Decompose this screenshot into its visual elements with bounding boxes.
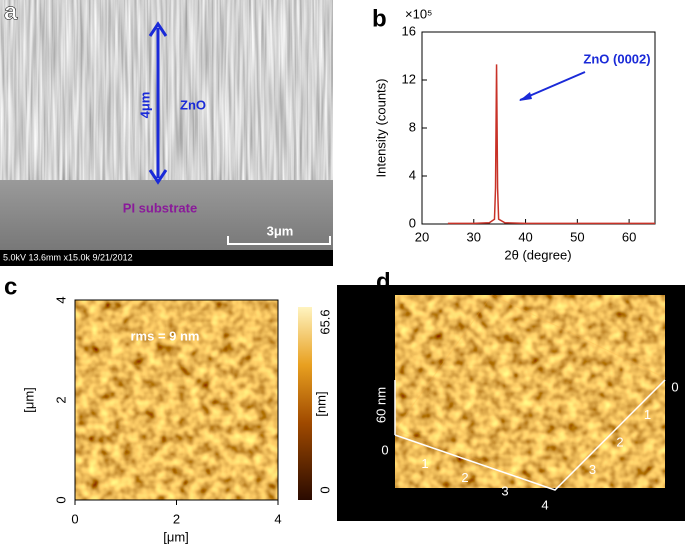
zno-label: ZnO <box>180 97 206 112</box>
front-tick-label: 2 <box>461 470 468 485</box>
front-tick-label: 3 <box>501 484 508 499</box>
front-tick-label: 0 <box>381 442 388 457</box>
rms-annotation: rms = 9 nm <box>130 328 199 343</box>
afm-map <box>75 300 278 500</box>
info-bar <box>0 250 333 266</box>
front-tick-label: 1 <box>421 456 428 471</box>
side-tick-label: 3 <box>589 462 596 477</box>
y-tick-label: 0 <box>53 496 68 503</box>
colorbar-tick-label: 0 <box>317 486 332 493</box>
z-axis-label: 60 nm <box>373 387 388 423</box>
arrow-heads <box>148 21 168 185</box>
front-tick-label: 4 <box>541 497 548 512</box>
side-tick-label: 0 <box>671 379 678 394</box>
height-label: 4μm <box>137 92 152 119</box>
colorbar <box>298 307 312 500</box>
substrate-label: PI substrate <box>123 200 197 215</box>
panel-letter: d <box>376 268 391 295</box>
axis-label: [μm] <box>547 519 573 534</box>
y-axis-label: [μm] <box>21 387 36 413</box>
scale-label: 3μm <box>267 223 294 238</box>
arrow-head <box>519 92 532 101</box>
afm-2d: c rms = 9 nm [μm] [μm] [nm] <box>4 273 328 544</box>
x-tick-label: 40 <box>518 229 532 244</box>
sem-image: 5.0kV 13.6mm x15.0k 9/21/2012 4μm ZnO PI… <box>0 0 333 266</box>
zno-columns <box>0 0 333 182</box>
x-tick-label: 60 <box>622 229 636 244</box>
x-tick-label: 20 <box>415 229 429 244</box>
x-tick-label: 2 <box>173 511 180 526</box>
y-tick-label: 8 <box>409 119 416 134</box>
peak-annotation: ZnO (0002) <box>583 51 650 66</box>
x-tick-label: 4 <box>274 511 281 526</box>
panel-letter: a <box>4 0 18 25</box>
y-axis-label: Intensity (counts) <box>373 79 388 178</box>
y-tick-label: 4 <box>53 296 68 303</box>
x-tick-label: 30 <box>467 229 481 244</box>
substrate <box>0 180 333 252</box>
scale-bar <box>227 236 331 245</box>
side-tick-label: 2 <box>616 434 623 449</box>
xrd-chart: b ×10⁵ Intensity (counts) 2θ (degree) Zn… <box>372 5 656 262</box>
x-axis-label: [μm] <box>163 529 189 544</box>
y-tick-label: 0 <box>409 215 416 230</box>
y-tick-label: 16 <box>402 23 416 38</box>
panel-letter: b <box>372 5 387 32</box>
afm-3d: d 60 nm [μm] <box>337 268 685 534</box>
afm-surface <box>395 295 665 488</box>
surface-edge <box>394 294 666 489</box>
x-tick-label: 0 <box>71 511 78 526</box>
y-tick-label: 12 <box>402 71 416 86</box>
side-tick-label: 1 <box>644 407 651 422</box>
x-tick-label: 50 <box>570 229 584 244</box>
info-text: 5.0kV 13.6mm x15.0k 9/21/2012 <box>3 252 133 262</box>
y-multiplier: ×10⁵ <box>405 6 432 21</box>
y-tick-label: 2 <box>53 396 68 403</box>
colorbar-label: [nm] <box>313 391 328 416</box>
axes <box>394 379 666 491</box>
xrd-line <box>447 64 655 225</box>
panel-letter: c <box>4 273 17 300</box>
y-tick-label: 4 <box>409 167 416 182</box>
colorbar-tick-label: 65.6 <box>317 309 332 334</box>
x-axis-label: 2θ (degree) <box>504 247 571 262</box>
